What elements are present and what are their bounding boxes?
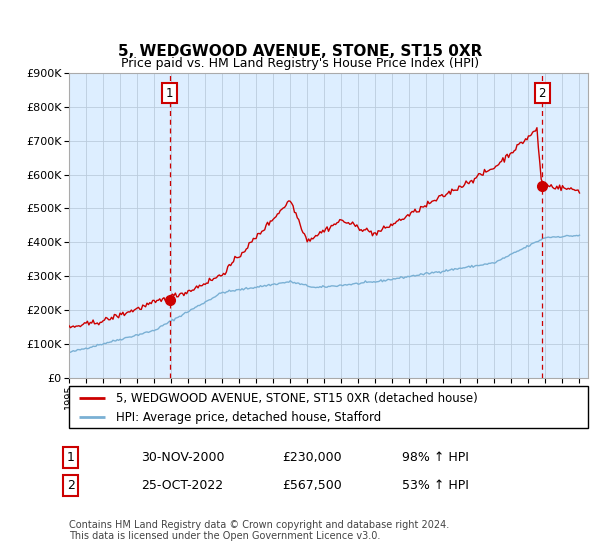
Text: 53% ↑ HPI: 53% ↑ HPI	[402, 479, 469, 492]
Text: 5, WEDGWOOD AVENUE, STONE, ST15 0XR: 5, WEDGWOOD AVENUE, STONE, ST15 0XR	[118, 44, 482, 59]
Text: 5, WEDGWOOD AVENUE, STONE, ST15 0XR (detached house): 5, WEDGWOOD AVENUE, STONE, ST15 0XR (det…	[116, 391, 478, 405]
FancyBboxPatch shape	[69, 386, 588, 428]
Text: Price paid vs. HM Land Registry's House Price Index (HPI): Price paid vs. HM Land Registry's House …	[121, 57, 479, 70]
Text: 30-NOV-2000: 30-NOV-2000	[141, 451, 224, 464]
Text: 1: 1	[166, 87, 173, 100]
Text: 2: 2	[538, 87, 546, 100]
Text: HPI: Average price, detached house, Stafford: HPI: Average price, detached house, Staf…	[116, 411, 381, 424]
Text: 98% ↑ HPI: 98% ↑ HPI	[402, 451, 469, 464]
Text: £230,000: £230,000	[282, 451, 341, 464]
Text: Contains HM Land Registry data © Crown copyright and database right 2024.
This d: Contains HM Land Registry data © Crown c…	[69, 520, 449, 542]
Text: 25-OCT-2022: 25-OCT-2022	[141, 479, 223, 492]
Text: 1: 1	[67, 451, 75, 464]
Text: 2: 2	[67, 479, 75, 492]
Text: £567,500: £567,500	[282, 479, 342, 492]
